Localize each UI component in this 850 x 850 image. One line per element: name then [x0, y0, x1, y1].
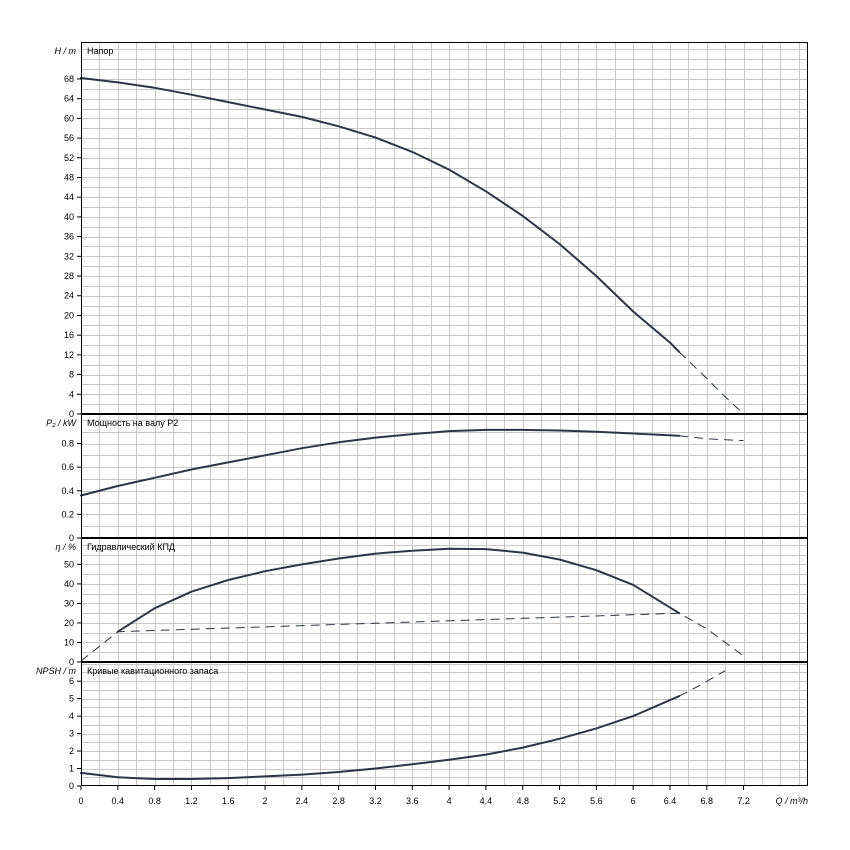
y-tick-label: 1 — [69, 764, 74, 774]
y-tick-label: 30 — [64, 598, 74, 608]
y-tick-label: 3 — [69, 729, 74, 739]
y-tick-label: 32 — [64, 251, 74, 261]
x-tick-label: 1.2 — [185, 796, 198, 806]
y-tick-label: 68 — [64, 74, 74, 84]
frame-layer — [77, 42, 808, 790]
x-tick-label: 6.8 — [701, 796, 714, 806]
efficiency-curve — [116, 547, 681, 633]
efficiency-panel-frame — [81, 538, 808, 662]
y-tick-label: 44 — [64, 192, 74, 202]
y-tick-label: 0 — [69, 781, 74, 791]
efficiency-curve-extrapolated — [80, 612, 744, 662]
x-tick-label: 2.8 — [332, 796, 345, 806]
y-tick-label: 2 — [69, 746, 74, 756]
y-tick-label: 24 — [64, 291, 74, 301]
npsh-y-axis-label: NPSH / m — [36, 666, 77, 676]
npsh-panel-frame — [81, 662, 808, 786]
x-tick-label: 0 — [78, 796, 83, 806]
x-axis-label: Q / m³/h — [775, 796, 808, 806]
head-panel-title: Напор — [87, 46, 113, 56]
x-tick-label: 3.2 — [369, 796, 382, 806]
y-tick-label: 5 — [69, 694, 74, 704]
power-panel-title: Мощность на валу P2 — [87, 418, 178, 428]
efficiency-y-axis-label: η / % — [55, 542, 76, 552]
curve-layer — [80, 77, 744, 780]
y-tick-label: 20 — [64, 310, 74, 320]
x-tick-label: 4.8 — [516, 796, 529, 806]
y-tick-label: 20 — [64, 618, 74, 628]
y-tick-label: 16 — [64, 330, 74, 340]
power-panel-frame — [81, 414, 808, 538]
y-tick-label: 8 — [69, 370, 74, 380]
y-tick-label: 48 — [64, 172, 74, 182]
x-tick-label: 5.2 — [553, 796, 566, 806]
y-tick-label: 12 — [64, 350, 74, 360]
power-curve — [80, 428, 681, 497]
y-tick-label: 50 — [64, 559, 74, 569]
y-tick-label: 0.6 — [61, 462, 74, 472]
y-tick-label: 28 — [64, 271, 74, 281]
x-tick-label: 6.4 — [664, 796, 677, 806]
x-tick-label: 6 — [631, 796, 636, 806]
x-tick-label: 4.4 — [480, 796, 493, 806]
y-tick-label: 4 — [69, 389, 74, 399]
npsh-panel-title: Кривые кавитационного запаса — [87, 666, 218, 676]
y-tick-label: 36 — [64, 232, 74, 242]
y-tick-label: 60 — [64, 113, 74, 123]
npsh-curve — [80, 695, 681, 780]
y-tick-label: 64 — [64, 94, 74, 104]
x-tick-label: 4 — [447, 796, 452, 806]
y-tick-label: 0.8 — [61, 439, 74, 449]
x-tick-label: 0.8 — [148, 796, 161, 806]
y-tick-label: 40 — [64, 212, 74, 222]
y-tick-label: 6 — [69, 676, 74, 686]
y-tick-label: 0.4 — [61, 486, 74, 496]
efficiency-panel-title: Гидравлический КПД — [87, 542, 175, 552]
y-tick-label: 4 — [69, 711, 74, 721]
head-panel-frame — [81, 42, 808, 414]
x-tick-label: 2 — [263, 796, 268, 806]
x-tick-label: 2.4 — [296, 796, 309, 806]
y-tick-label: 0 — [69, 533, 74, 543]
head-curve-extrapolated — [678, 351, 744, 415]
y-tick-label: 10 — [64, 637, 74, 647]
x-tick-label: 1.6 — [222, 796, 235, 806]
head-y-axis-label: H / m — [55, 46, 77, 56]
y-tick-label: 0 — [69, 657, 74, 667]
x-tick-label: 0.4 — [112, 796, 125, 806]
y-tick-label: 52 — [64, 153, 74, 163]
y-tick-label: 56 — [64, 133, 74, 143]
y-tick-label: 40 — [64, 579, 74, 589]
npsh-curve-extrapolated — [678, 670, 726, 697]
y-tick-label: 0.2 — [61, 509, 74, 519]
x-tick-label: 7.2 — [737, 796, 750, 806]
y-tick-label: 0 — [69, 409, 74, 419]
x-tick-label: 5.6 — [590, 796, 603, 806]
grid-layer — [81, 42, 808, 786]
x-tick-label: 3.6 — [406, 796, 419, 806]
head-curve — [80, 77, 681, 353]
power-curve-extrapolated — [679, 435, 744, 442]
power-y-axis-label: P₂ / kW — [46, 418, 77, 428]
